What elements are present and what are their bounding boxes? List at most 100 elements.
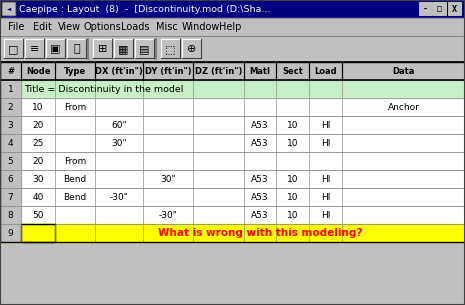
Text: ⎙: ⎙: [73, 44, 80, 54]
Bar: [0, 170, 465, 188]
Bar: [114, 39, 133, 58]
Bar: [0, 206, 21, 224]
Bar: [25, 39, 44, 58]
Text: 30": 30": [111, 139, 127, 148]
Text: 40: 40: [32, 193, 44, 202]
Bar: [93, 39, 112, 58]
Text: 8: 8: [7, 211, 13, 220]
Text: □: □: [8, 44, 19, 54]
Bar: [0, 188, 21, 206]
Bar: [3, 3, 14, 14]
Text: Window: Window: [182, 23, 220, 33]
Text: From: From: [64, 157, 86, 166]
Bar: [67, 39, 86, 58]
Text: 60": 60": [111, 121, 127, 130]
Bar: [4, 39, 23, 58]
Bar: [0, 116, 465, 134]
Text: DX (ft'in"): DX (ft'in"): [95, 67, 143, 76]
Text: 20: 20: [32, 157, 44, 166]
Bar: [46, 39, 65, 58]
Text: ⊞: ⊞: [98, 44, 107, 54]
Text: A53: A53: [251, 211, 269, 220]
Text: #: #: [7, 67, 14, 76]
Text: 10: 10: [287, 121, 298, 130]
Bar: [0, 224, 21, 242]
Text: Options: Options: [83, 23, 121, 33]
Text: 20: 20: [32, 121, 44, 130]
Text: View: View: [58, 23, 81, 33]
Text: ▦: ▦: [118, 44, 129, 54]
Text: 6: 6: [7, 175, 13, 184]
Text: Bend: Bend: [63, 175, 86, 184]
Text: Matl: Matl: [250, 67, 271, 76]
Bar: [182, 39, 201, 58]
Text: What is wrong with this modeling?: What is wrong with this modeling?: [158, 228, 362, 239]
Bar: [0, 18, 465, 36]
Text: HI: HI: [321, 211, 330, 220]
Text: 10: 10: [32, 103, 44, 112]
Text: Load: Load: [314, 67, 337, 76]
Bar: [0, 134, 21, 152]
Text: Edit: Edit: [33, 23, 52, 33]
Text: 2: 2: [8, 103, 13, 112]
Text: 5: 5: [7, 157, 13, 166]
Text: HI: HI: [321, 121, 330, 130]
Bar: [0, 98, 465, 116]
Text: 30": 30": [160, 175, 176, 184]
Text: From: From: [64, 103, 86, 112]
Text: 10: 10: [287, 175, 298, 184]
Text: Caepipe : Layout  (8)  -  [Discontinuity.mod (D:\Sha...: Caepipe : Layout (8) - [Discontinuity.mo…: [19, 5, 270, 13]
Text: Bend: Bend: [63, 193, 86, 202]
Bar: [0, 152, 465, 170]
Text: 4: 4: [8, 139, 13, 148]
Text: Misc: Misc: [156, 23, 178, 33]
Bar: [419, 2, 432, 15]
Bar: [0, 152, 21, 170]
Text: HI: HI: [321, 139, 330, 148]
Bar: [2, 2, 15, 15]
Bar: [21, 224, 95, 242]
Bar: [0, 170, 21, 188]
Text: 50: 50: [32, 211, 44, 220]
Text: Loads: Loads: [121, 23, 150, 33]
Text: -30": -30": [159, 211, 178, 220]
Text: Node: Node: [26, 67, 50, 76]
Text: A53: A53: [251, 121, 269, 130]
Bar: [0, 98, 21, 116]
Text: ▤: ▤: [139, 44, 150, 54]
Bar: [433, 2, 446, 15]
Text: DZ (ft'in"): DZ (ft'in"): [195, 67, 242, 76]
Text: 7: 7: [7, 193, 13, 202]
Text: X: X: [452, 5, 457, 13]
Text: -30": -30": [110, 193, 128, 202]
Text: 25: 25: [32, 139, 44, 148]
Text: Title = Discontinuity in the model: Title = Discontinuity in the model: [24, 85, 183, 94]
Text: ⬚: ⬚: [165, 44, 176, 54]
Text: 3: 3: [7, 121, 13, 130]
Bar: [0, 80, 465, 98]
Text: ⊕: ⊕: [187, 44, 196, 54]
Text: ≡: ≡: [30, 44, 39, 54]
Bar: [0, 206, 465, 224]
Bar: [448, 2, 461, 15]
Text: 1: 1: [7, 85, 13, 94]
Text: HI: HI: [321, 175, 330, 184]
Text: HI: HI: [321, 193, 330, 202]
Text: ◄: ◄: [7, 6, 11, 12]
Bar: [0, 0, 465, 18]
Bar: [0, 62, 465, 242]
Text: 10: 10: [287, 193, 298, 202]
Bar: [161, 39, 180, 58]
Bar: [0, 134, 465, 152]
Bar: [0, 80, 21, 98]
Bar: [21, 224, 55, 242]
Bar: [135, 39, 154, 58]
Text: Sect: Sect: [282, 67, 303, 76]
Text: 10: 10: [287, 211, 298, 220]
Bar: [0, 116, 21, 134]
Bar: [0, 224, 465, 242]
Bar: [0, 188, 465, 206]
Text: ▣: ▣: [50, 44, 61, 54]
Text: DY (ft'in"): DY (ft'in"): [145, 67, 191, 76]
Text: Anchor: Anchor: [387, 103, 419, 112]
